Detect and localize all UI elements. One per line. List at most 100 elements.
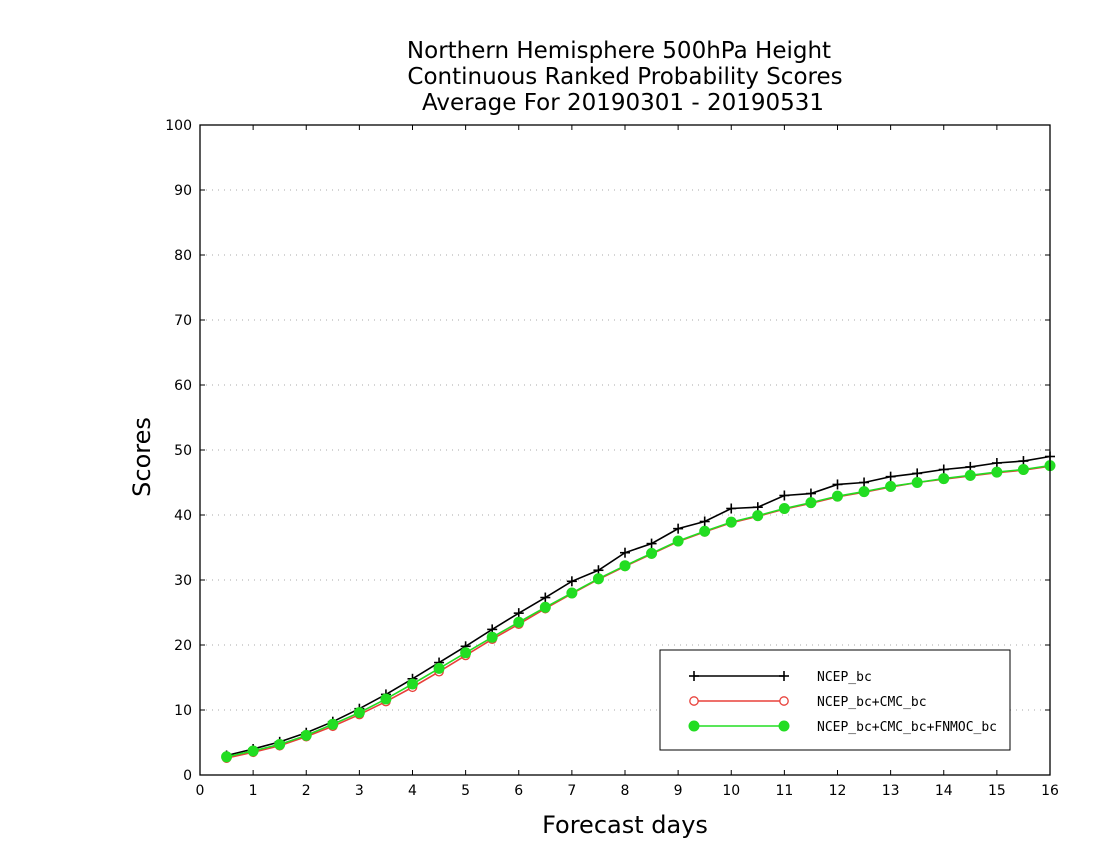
data-point — [911, 477, 923, 488]
data-point — [752, 510, 764, 522]
data-point — [620, 547, 630, 558]
data-point — [646, 547, 658, 559]
data-point — [539, 601, 551, 613]
data-point — [912, 468, 923, 479]
data-point — [778, 503, 790, 514]
data-point — [885, 480, 897, 492]
data-point — [247, 745, 259, 757]
data-point — [433, 662, 445, 674]
data-point — [673, 523, 684, 534]
legend-label: NCEP_bc+CMC_bc — [817, 695, 927, 710]
x-tick-label: 12 — [829, 783, 847, 799]
data-point — [859, 477, 870, 488]
legend-box — [659, 649, 1011, 751]
title-line-3: Average For 20190301 - 20190531 — [422, 90, 824, 116]
data-point — [832, 479, 843, 490]
data-point — [592, 573, 604, 585]
data-point — [646, 538, 657, 549]
series-layer — [221, 451, 1056, 763]
data-point — [274, 738, 286, 750]
title-line-2: Continuous Ranked Probability Scores — [407, 64, 842, 90]
x-tick-label: 3 — [355, 783, 364, 799]
x-axis-ticks: 0 1 2 3 4 5 6 7 8 9 10 11 12 13 14 15 16 — [196, 125, 1059, 799]
data-point — [832, 490, 843, 502]
data-point — [964, 469, 976, 481]
data-point — [885, 471, 896, 482]
legend-marker-right — [778, 720, 790, 732]
data-point — [991, 458, 1002, 468]
y-tick-label: 20 — [174, 638, 192, 654]
legend: NCEP_bc NCEP_bc+CMC_bc NCEP_bc+CMC_bc+FNMO… — [659, 649, 1011, 751]
x-axis-label: Forecast days — [542, 811, 708, 839]
x-tick-label: 7 — [567, 783, 576, 799]
legend-item-3: NCEP_bc+CMC_bc+FNMOC_bc — [688, 720, 997, 735]
data-point — [380, 693, 392, 705]
chart-title: Northern Hemisphere 500hPa Height Contin… — [407, 38, 843, 116]
x-tick-label: 9 — [674, 783, 683, 799]
data-point — [407, 678, 418, 690]
legend-item-1: NCEP_bc — [689, 670, 872, 685]
x-tick-label: 6 — [514, 783, 523, 799]
y-tick-label: 30 — [174, 573, 192, 589]
y-tick-label: 10 — [174, 703, 192, 719]
x-tick-label: 0 — [196, 783, 205, 799]
y-tick-label: 60 — [174, 378, 192, 394]
plot-frame — [199, 124, 1051, 776]
legend-marker-right — [779, 696, 789, 706]
grid-lines — [200, 189, 1050, 711]
data-point — [486, 631, 498, 643]
x-tick-label: 4 — [408, 783, 417, 799]
data-point — [805, 497, 817, 509]
legend-marker-right — [779, 671, 789, 681]
x-tick-label: 11 — [775, 783, 793, 799]
data-point — [725, 516, 737, 528]
x-tick-label: 5 — [461, 783, 470, 799]
data-point — [938, 473, 950, 485]
legend-marker-left — [689, 671, 699, 681]
x-tick-label: 8 — [621, 783, 630, 799]
data-point — [566, 576, 577, 587]
series-1 — [221, 451, 1055, 761]
legend-item-2: NCEP_bc+CMC_bc — [689, 695, 927, 710]
title-line-1: Northern Hemisphere 500hPa Height — [407, 38, 831, 64]
data-point — [353, 707, 365, 719]
data-point — [779, 490, 790, 501]
data-point — [513, 616, 525, 628]
legend-label: NCEP_bc — [817, 670, 872, 685]
y-axis-ticks: 0 10 20 30 40 50 60 70 80 90 100 — [165, 118, 1050, 784]
data-point — [619, 560, 631, 572]
x-tick-label: 1 — [249, 783, 258, 799]
legend-marker-left — [689, 696, 699, 706]
y-tick-label: 100 — [165, 118, 192, 134]
x-tick-label: 13 — [882, 783, 900, 799]
data-point — [726, 503, 737, 514]
y-tick-label: 70 — [174, 313, 192, 329]
y-tick-label: 80 — [174, 248, 192, 264]
data-point — [991, 466, 1003, 478]
data-point — [858, 486, 870, 498]
legend-marker-left — [688, 720, 700, 732]
x-tick-label: 14 — [935, 783, 953, 799]
x-tick-label: 16 — [1041, 783, 1059, 799]
y-tick-label: 0 — [183, 768, 192, 784]
data-point — [805, 488, 816, 499]
data-point — [566, 587, 578, 599]
y-tick-label: 90 — [174, 183, 192, 199]
y-tick-label: 40 — [174, 508, 192, 524]
data-point — [327, 718, 339, 730]
x-tick-label: 10 — [722, 783, 740, 799]
data-point — [460, 647, 472, 659]
data-point — [1017, 464, 1029, 475]
data-point — [672, 535, 684, 547]
y-axis-label: Scores — [128, 417, 156, 497]
series-3 — [221, 460, 1056, 763]
data-point — [513, 608, 524, 619]
x-tick-label: 2 — [302, 783, 311, 799]
data-point — [540, 592, 551, 603]
data-point — [699, 516, 710, 527]
legend-label: NCEP_bc+CMC_bc+FNMOC_bc — [817, 720, 997, 735]
data-point — [221, 751, 233, 763]
data-point — [938, 464, 949, 475]
x-tick-label: 15 — [988, 783, 1006, 799]
